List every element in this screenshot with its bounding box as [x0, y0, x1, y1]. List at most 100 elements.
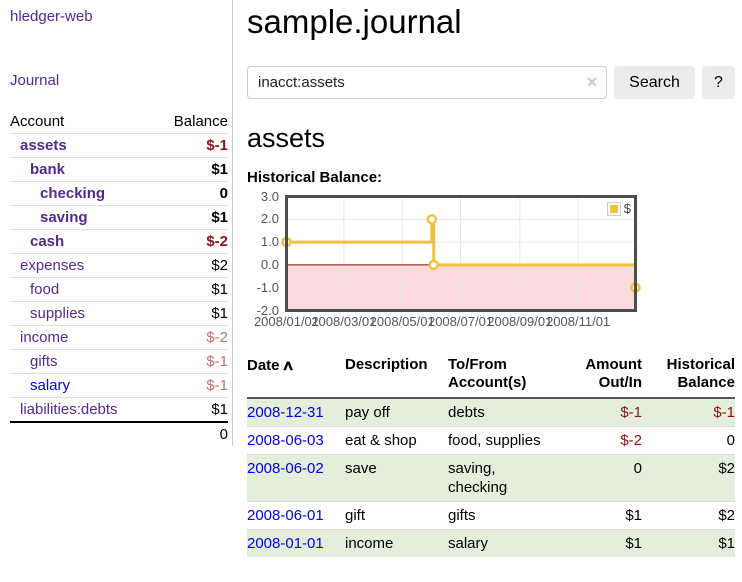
transaction-date-link[interactable]: 2008-06-03 — [247, 432, 324, 449]
account-balance: $-1 — [206, 377, 228, 394]
sidebar-account-row: food $1 — [10, 277, 228, 301]
transaction-date-link[interactable]: 2008-06-01 — [247, 507, 324, 524]
accounts-cell: gifts — [448, 501, 562, 530]
sidebar-account-link-checking[interactable]: checking — [40, 185, 106, 202]
balance-cell: $-1 — [642, 397, 735, 427]
account-balance: $-1 — [206, 353, 228, 370]
y-axis-tick-label: -1.0 — [256, 279, 279, 295]
accounts-column-header: Account — [10, 113, 65, 130]
register-row: 2008-06-02 save saving, checking 0 $2 — [247, 454, 735, 502]
account-balance: $2 — [211, 257, 228, 274]
sidebar-account-row: expenses $2 — [10, 253, 228, 277]
sidebar-account-row: checking 0 — [10, 181, 228, 205]
register-table: Date∧ Description To/From Account(s) Amo… — [247, 356, 735, 557]
balance-cell: $2 — [642, 501, 735, 530]
sidebar-account-link-cash[interactable]: cash — [30, 233, 65, 250]
account-balance: $-2 — [206, 329, 228, 346]
sidebar-account-row: liabilities:debts $1 — [10, 397, 228, 421]
date-cell: 2008-06-03 — [247, 426, 345, 455]
sidebar-item-journal[interactable]: Journal — [10, 72, 60, 89]
sidebar-account-link-income[interactable]: income — [20, 329, 69, 346]
sidebar-account-link-bank[interactable]: bank — [30, 161, 66, 178]
transaction-date-link[interactable]: 2008-01-01 — [247, 535, 324, 552]
sidebar-account-row: assets $-1 — [10, 133, 228, 157]
historical-balance-chart[interactable]: $ 3.0 2.0 1.0 0.0 -1.0 -2.0 2008/01/01 2008/03/… — [247, 189, 641, 335]
sidebar-account-row: saving $1 — [10, 205, 228, 229]
x-axis-tick-label: 2008/11/01 — [546, 314, 611, 329]
date-cell: 2008-06-02 — [247, 454, 345, 502]
y-axis-tick-label: 2.0 — [260, 211, 279, 227]
account-balance: $-1 — [206, 137, 228, 154]
sidebar-accounts-table: Account Balance assets $-1 bank $1 checking 0… — [10, 110, 228, 446]
x-axis-tick-label: 2008/07/01 — [427, 314, 494, 329]
help-button[interactable]: ? — [702, 66, 735, 99]
transaction-date-link[interactable]: 2008-06-02 — [247, 460, 324, 477]
account-balance: 0 — [219, 185, 228, 202]
sidebar-accounts-body: assets $-1 bank $1 checking 0 saving $1 cash $-2 e… — [10, 133, 228, 421]
description-cell: eat & shop — [345, 426, 448, 455]
chart-legend: $ — [604, 200, 633, 217]
sidebar-balance-total: 0 — [10, 421, 228, 446]
accounts-cell: debts — [448, 397, 562, 427]
sidebar-account-link-saving[interactable]: saving — [40, 209, 88, 226]
chart-plot-area — [281, 195, 641, 312]
page-title: sample.journal — [247, 3, 462, 40]
date-column-header[interactable]: Date∧ — [247, 356, 345, 399]
register-row: 2008-12-31 pay off debts $-1 $-1 — [247, 397, 735, 427]
amount-cell: $-1 — [562, 397, 642, 427]
sidebar-account-row: bank $1 — [10, 157, 228, 181]
amount-cell: $1 — [562, 501, 642, 530]
app-brand-link[interactable]: hledger-web — [10, 8, 93, 25]
account-balance: $1 — [211, 401, 228, 418]
legend-label: $ — [623, 201, 631, 216]
accounts-column-header: To/From Account(s) — [448, 356, 562, 399]
sidebar-account-link-salary[interactable]: salary — [30, 377, 71, 394]
register-row: 2008-06-03 eat & shop food, supplies $-2 0 — [247, 426, 735, 455]
y-axis-tick-label: 3.0 — [260, 188, 279, 204]
clear-search-icon[interactable]: ✕ — [586, 74, 598, 90]
sidebar-account-row: income $-2 — [10, 325, 228, 349]
sidebar-account-link-food[interactable]: food — [30, 281, 60, 298]
legend-swatch-icon — [606, 201, 621, 216]
sidebar-account-link-liabilities-debts[interactable]: liabilities:debts — [20, 401, 118, 418]
balance-cell: $1 — [642, 529, 735, 557]
account-balance: $-2 — [206, 233, 228, 250]
chart-heading: Historical Balance: — [247, 169, 383, 186]
x-axis-tick-label: 2008/01/01 — [253, 314, 320, 329]
balance-cell: 0 — [642, 426, 735, 455]
sidebar-account-row: gifts $-1 — [10, 349, 228, 373]
x-axis-tick-label: 2008/09/01 — [487, 314, 553, 329]
account-balance: $1 — [211, 209, 228, 226]
date-cell: 2008-06-01 — [247, 501, 345, 530]
main-content: sample.journal ✕ Search ? assets Histori… — [247, 0, 735, 557]
search-row: ✕ Search ? — [247, 66, 735, 99]
search-input[interactable] — [247, 66, 607, 99]
amount-cell: 0 — [562, 454, 642, 502]
sidebar-account-link-assets[interactable]: assets — [20, 137, 67, 154]
sidebar-account-link-supplies[interactable]: supplies — [30, 305, 86, 322]
sidebar-account-row: supplies $1 — [10, 301, 228, 325]
account-balance: $1 — [211, 281, 228, 298]
description-cell: save — [345, 454, 448, 502]
sidebar: hledger-web Journal Account Balance asse… — [0, 0, 233, 446]
y-axis-tick-label: 1.0 — [260, 234, 279, 250]
accounts-cell: saving, checking — [448, 454, 562, 502]
search-button[interactable]: Search — [614, 66, 695, 99]
sidebar-account-link-expenses[interactable]: expenses — [20, 257, 85, 274]
accounts-cell: salary — [448, 529, 562, 557]
y-axis-tick-label: -2.0 — [256, 302, 279, 318]
register-row: 2008-01-01 income salary $1 $1 — [247, 529, 735, 557]
transaction-date-link[interactable]: 2008-12-31 — [247, 404, 324, 421]
account-heading: assets — [247, 123, 326, 153]
description-cell: gift — [345, 501, 448, 530]
date-cell: 2008-01-01 — [247, 529, 345, 557]
y-axis-tick-label: 0.0 — [260, 256, 279, 272]
description-cell: income — [345, 529, 448, 557]
balance-column-header: Historical Balance — [642, 356, 735, 399]
sidebar-accounts-header: Account Balance — [10, 110, 228, 133]
amount-cell: $1 — [562, 529, 642, 557]
sidebar-account-link-gifts[interactable]: gifts — [30, 353, 58, 370]
account-balance: $1 — [211, 305, 228, 322]
sidebar-account-row: cash $-2 — [10, 229, 228, 253]
x-axis-tick-label: 2008/03/01 — [311, 314, 377, 329]
